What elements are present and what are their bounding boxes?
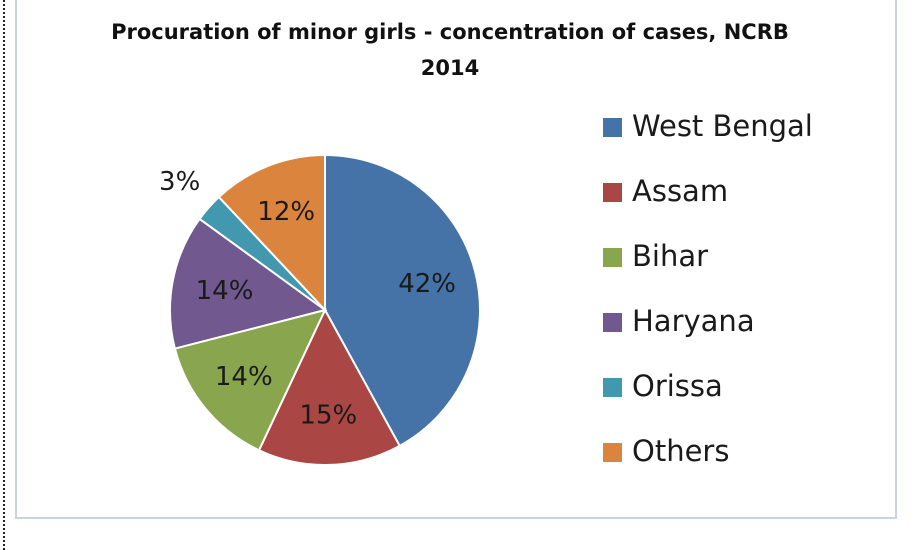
pie-label-others: 12% <box>257 197 315 227</box>
legend-swatch-west-bengal <box>603 118 622 137</box>
legend-label-assam: Assam <box>632 174 729 208</box>
legend-swatch-assam <box>603 183 622 202</box>
pie-slices <box>169 153 481 466</box>
legend-item-bihar: Bihar <box>603 234 883 299</box>
chart-title-line2: 2014 <box>420 56 480 80</box>
legend-swatch-orissa <box>603 378 622 397</box>
chart-title-line1: Procuration of minor girls - concentrati… <box>111 20 789 44</box>
pie-slice-assam <box>257 307 402 466</box>
pie-label-west-bengal: 42% <box>398 269 456 299</box>
legend-item-others: Others <box>603 429 883 494</box>
pie-slice-others <box>217 153 326 313</box>
legend-item-orissa: Orissa <box>603 364 883 429</box>
legend: West Bengal Assam Bihar Haryana Orissa O… <box>603 104 883 494</box>
legend-label-west-bengal: West Bengal <box>632 109 813 143</box>
legend-swatch-others <box>603 443 622 462</box>
pie-label-assam: 15% <box>299 400 357 430</box>
legend-label-haryana: Haryana <box>632 304 755 338</box>
legend-label-others: Others <box>632 434 730 468</box>
pie-slice-haryana <box>169 217 328 350</box>
legend-item-assam: Assam <box>603 169 883 234</box>
legend-label-orissa: Orissa <box>632 369 723 403</box>
legend-item-haryana: Haryana <box>603 299 883 364</box>
legend-label-bihar: Bihar <box>632 239 709 273</box>
pie-label-haryana: 14% <box>196 276 254 306</box>
chart-title: Procuration of minor girls - concentrati… <box>60 14 840 86</box>
legend-item-west-bengal: West Bengal <box>603 104 883 169</box>
pie-slice-west-bengal <box>324 153 481 448</box>
legend-swatch-haryana <box>603 313 622 332</box>
pie-label-bihar: 14% <box>215 362 273 392</box>
page-dotted-border <box>3 0 6 550</box>
pie-slice-bihar <box>173 308 327 452</box>
pie-label-orissa: 3% <box>159 167 200 197</box>
pie-slice-labels: 42% 15% 14% 14% 3% 12% <box>159 167 456 430</box>
legend-swatch-bihar <box>603 248 622 267</box>
